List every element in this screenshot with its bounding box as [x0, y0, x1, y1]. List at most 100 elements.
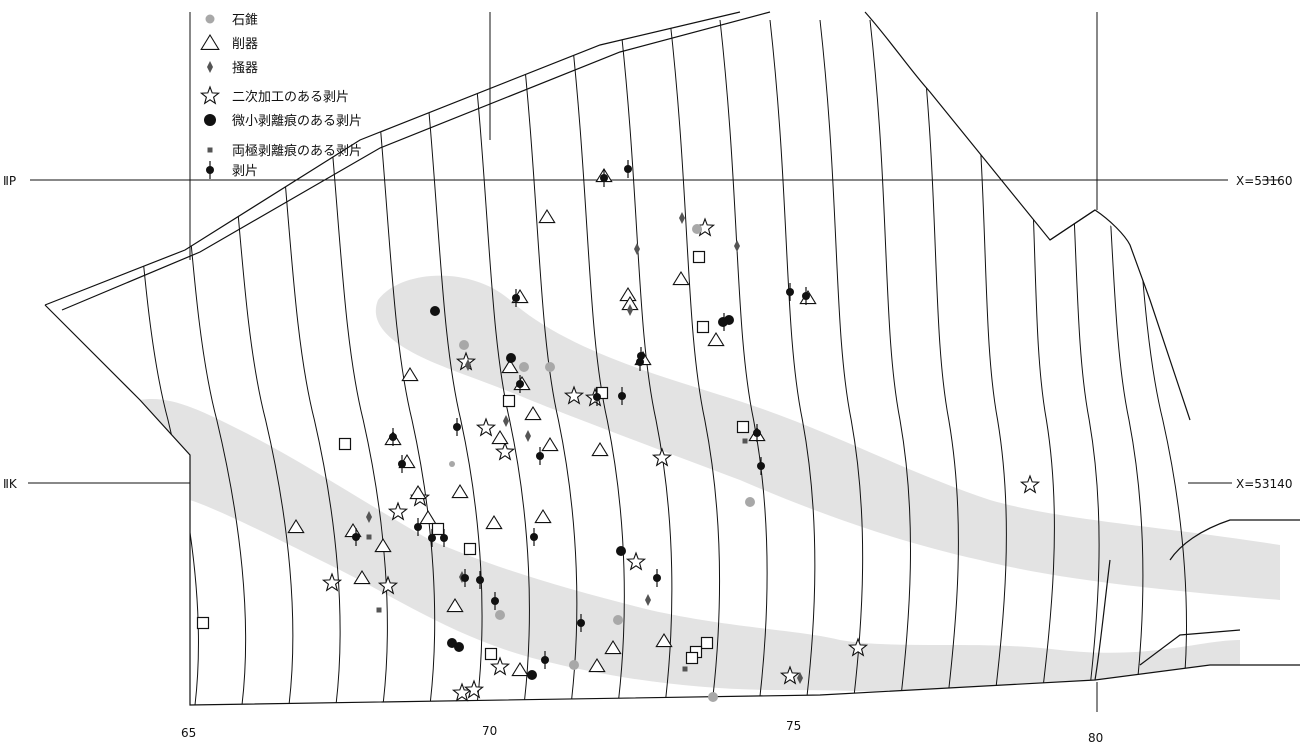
gray-dot-icon — [205, 14, 215, 24]
triangle-marker — [401, 366, 419, 382]
star-marker — [199, 85, 221, 105]
flake-marker — [461, 569, 469, 587]
flake-marker — [428, 529, 436, 547]
diamond-marker — [465, 359, 471, 371]
contour-line — [519, 19, 578, 705]
small-square-marker — [366, 534, 372, 540]
diamond-marker — [525, 430, 531, 442]
triangle-marker — [287, 518, 305, 534]
diamond-marker — [366, 511, 372, 523]
small-square-marker — [742, 438, 748, 444]
contour-line — [969, 19, 1007, 705]
contour-line — [1059, 19, 1100, 705]
legend-label: 石錐 — [232, 13, 258, 28]
black-dot-marker — [527, 670, 537, 680]
small-square-marker — [376, 607, 382, 613]
contour-line — [419, 19, 483, 705]
artifact-markers — [196, 160, 1041, 702]
triangle-marker — [672, 270, 690, 286]
black-dot-marker — [506, 353, 516, 363]
contour-line — [119, 19, 199, 705]
flake-marker — [414, 518, 422, 536]
triangle-marker — [200, 33, 220, 50]
gray-dot-marker — [692, 224, 702, 234]
gray-dot-marker — [545, 362, 555, 372]
open-square-marker — [484, 647, 498, 661]
triangle-marker — [353, 569, 371, 585]
gray-dot-marker — [459, 340, 469, 350]
flake-marker — [593, 388, 601, 406]
flake-marker — [577, 614, 585, 632]
contour-line — [919, 19, 959, 705]
legend-label: 掻器 — [232, 61, 258, 76]
star-marker — [847, 637, 869, 657]
flake-marker — [757, 457, 765, 475]
flake-marker — [398, 455, 406, 473]
triangle-marker — [524, 405, 542, 421]
triangle-marker — [511, 661, 529, 677]
diamond-icon — [207, 61, 213, 73]
shaded-bands — [140, 275, 1280, 700]
legend-label: 微小剥離痕のある剥片 — [232, 113, 362, 129]
star-marker — [321, 572, 343, 592]
star-marker — [625, 551, 647, 571]
x-tick-70: 70 — [482, 724, 497, 738]
diamond-marker — [734, 240, 740, 252]
legend-label: 二次加工のある剥片 — [232, 89, 349, 105]
open-square-marker — [692, 250, 706, 264]
triangle-marker — [374, 537, 392, 553]
black-dot-marker — [454, 642, 464, 652]
star-marker — [377, 575, 399, 595]
site-outline — [44, 11, 1300, 706]
gray-dot-marker — [495, 610, 505, 620]
star-marker — [387, 501, 409, 521]
gray-dot-marker — [708, 692, 718, 702]
star-marker — [779, 665, 801, 685]
triangle-marker — [491, 429, 509, 445]
triangle-marker — [538, 208, 556, 224]
contour-line — [769, 19, 816, 705]
flake-marker — [636, 353, 644, 371]
flake-marker — [786, 283, 794, 301]
contour-line — [869, 19, 911, 705]
star-icon — [199, 85, 221, 105]
grid-lines — [28, 12, 1280, 712]
triangle-marker — [446, 597, 464, 613]
contour-line — [719, 19, 768, 705]
diamond-marker — [634, 243, 640, 255]
flake-marker — [624, 160, 632, 178]
gray-dot-marker — [613, 615, 623, 625]
flake-marker — [802, 287, 810, 305]
contour-line — [1094, 19, 1144, 705]
flake-marker — [512, 289, 520, 307]
gray-dot-marker — [519, 362, 529, 372]
star-marker — [563, 385, 585, 405]
legend-label: 両極剥離痕のある剥片 — [232, 143, 362, 159]
x-tick-75: 75 — [786, 719, 801, 733]
flake-marker — [206, 161, 214, 179]
flake-marker — [753, 424, 761, 442]
flake-marker — [600, 169, 608, 187]
grid-label-x53140: X=53140 — [1236, 477, 1292, 491]
star-marker — [489, 656, 511, 676]
star-marker — [475, 417, 497, 437]
flake-marker — [491, 592, 499, 610]
small-square-marker — [207, 147, 213, 153]
triangle-marker — [451, 483, 469, 499]
star-marker — [1019, 474, 1041, 494]
flake-marker — [541, 651, 549, 669]
flake-marker — [476, 571, 484, 589]
open-square-marker — [685, 651, 699, 665]
x-tick-80: 80 — [1088, 731, 1103, 745]
flake-marker — [453, 418, 461, 436]
triangle-marker — [655, 632, 673, 648]
diamond-marker — [627, 304, 633, 316]
contour-line — [569, 19, 625, 705]
triangle-marker — [534, 508, 552, 524]
contour-line — [619, 19, 673, 705]
open-square-marker — [338, 437, 352, 451]
legend-label: 剥片 — [232, 164, 258, 179]
open-square-marker — [700, 636, 714, 650]
contour-line — [1019, 19, 1055, 705]
